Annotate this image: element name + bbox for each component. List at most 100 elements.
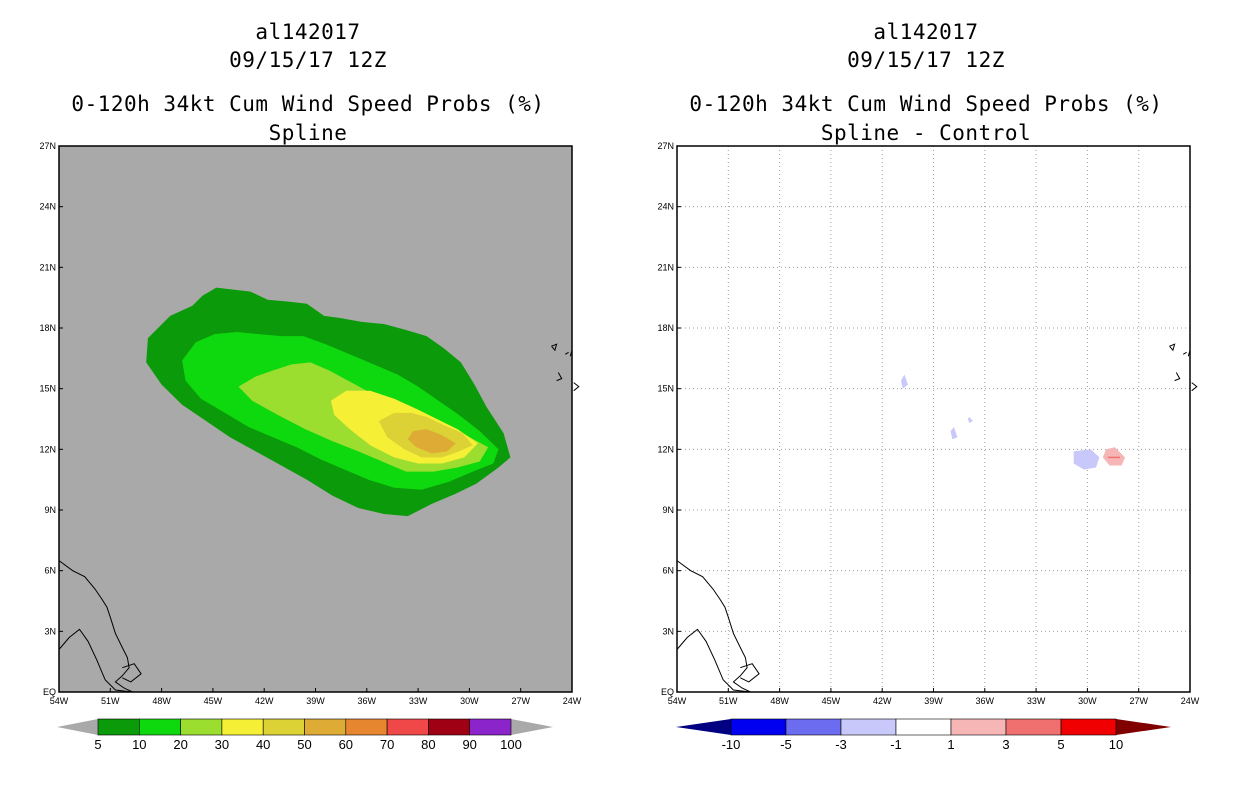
cape-verde-coastline [551,343,558,352]
x-tick-label: 51W [719,696,738,706]
contour-level-neg1 [967,417,973,423]
left-chart-title: 0-120h 34kt Cum Wind Speed Probs (%) [71,92,545,116]
x-tick-label: 30W [1078,696,1097,706]
y-tick-label: 21N [657,262,674,272]
marajo-island-coastline [740,663,760,683]
y-tick-label: 3N [662,626,674,636]
right-datetime: 09/15/17 12Z [847,48,1005,72]
x-tick-label: 36W [976,696,995,706]
right-chart-title: 0-120h 34kt Cum Wind Speed Probs (%) [689,92,1163,116]
y-tick-label: 3N [44,626,56,636]
colorbar-high-arrow [511,719,553,735]
x-tick-label: 45W [822,696,841,706]
right-map-panel: 54W 51W 48W 45W 42W 39W 36W 33W 30W 27W 24W EQ 3N 6N 9… [657,141,1199,706]
x-tick-label: 54W [50,696,69,706]
y-tick-label: 24N [657,202,674,212]
colorbar-swatch [1060,718,1117,736]
left-datetime: 09/15/17 12Z [229,48,387,72]
x-tick-label: 27W [1129,696,1148,706]
y-tick-label: EQ [43,687,56,697]
cape-verde-coastline [1182,351,1187,355]
cape-verde-coastline [564,351,569,355]
contour-level-neg1 [901,374,908,389]
colorbar-swatch [139,718,181,736]
colorbar-label: 50 [297,737,311,752]
cape-verde-coastline [1191,382,1198,392]
y-tick-label: 15N [657,384,674,394]
contour-level-neg1 [950,427,958,440]
y-tick-label: 6N [44,566,56,576]
left-colorbar: 5 10 20 30 40 50 60 70 80 90 100 [57,718,553,752]
colorbar-label: 30 [215,737,229,752]
x-tick-label: 48W [770,696,789,706]
y-tick-label: 27N [39,141,56,151]
cape-verde-coastline [573,382,580,392]
marajo-island-coastline [122,663,142,683]
y-tick-label: 12N [657,444,674,454]
y-tick-label: 6N [662,566,674,576]
colorbar-low-arrow [676,719,731,735]
colorbar-swatch [840,718,897,736]
x-tick-label: 27W [511,696,530,706]
colorbar-label: 5 [1057,737,1064,752]
y-tick-label: 15N [39,384,56,394]
colorbar-swatch [785,718,842,736]
colorbar-swatch [895,718,952,736]
colorbar-swatch [262,718,305,736]
x-tick-label: 39W [924,696,943,706]
colorbar-swatch [428,718,470,736]
x-tick-label: 51W [101,696,120,706]
contour-level-neg1 [1073,449,1100,470]
colorbar-swatch [180,718,223,736]
x-tick-label: 42W [255,696,274,706]
right-chart-subtitle: Spline - Control [820,121,1032,145]
colorbar-label: 80 [421,737,435,752]
y-tick-label: 18N [39,323,56,333]
y-tick-label: 24N [39,202,56,212]
x-tick-label: 33W [409,696,428,706]
colorbar-label: 20 [173,737,187,752]
colorbar-label: -3 [835,737,847,752]
y-tick-label: EQ [661,687,674,697]
colorbar-swatch [221,718,264,736]
colorbar-label: 5 [94,737,101,752]
colorbar-swatch [304,718,347,736]
y-tick-label: 9N [662,505,674,515]
colorbar-label: -1 [890,737,902,752]
south-america-coastline [58,560,133,693]
y-tick-label: 9N [44,505,56,515]
colorbar-swatch [1005,718,1062,736]
x-tick-label: 48W [152,696,171,706]
y-tick-label: 12N [39,444,56,454]
x-tick-label: 33W [1027,696,1046,706]
y-tick-label: 21N [39,262,56,272]
colorbar-swatch [469,718,512,736]
colorbar-label: 70 [380,737,394,752]
colorbar-label: 1 [947,737,954,752]
colorbar-label: 10 [1109,737,1123,752]
cape-verde-coastline [556,372,563,382]
colorbar-swatch [386,718,429,736]
colorbar-swatch [345,718,388,736]
cape-verde-coastline [1169,343,1176,352]
colorbar-label: 90 [462,737,476,752]
left-chart-subtitle: Spline [268,121,348,145]
right-storm-id: al142017 [873,20,979,44]
x-tick-label: 24W [563,696,582,706]
colorbar-swatch [950,718,1007,736]
colorbar-label: 100 [500,737,522,752]
x-tick-label: 24W [1181,696,1200,706]
colorbar-swatch [97,718,140,736]
x-tick-label: 54W [668,696,687,706]
left-storm-id: al142017 [255,20,361,44]
colorbar-high-arrow [1116,719,1171,735]
y-tick-label: 27N [657,141,674,151]
colorbar-label: -5 [780,737,792,752]
contour-level-50 [407,429,456,454]
south-america-coastline [676,560,751,693]
x-tick-label: 39W [306,696,325,706]
contour-level-1 [1102,447,1125,466]
left-map-panel: 54W 51W 48W 45W 42W 39W 36W 33W 30W 27W 24W EQ 3N 6N 9… [39,141,581,706]
colorbar-swatch [730,718,787,736]
